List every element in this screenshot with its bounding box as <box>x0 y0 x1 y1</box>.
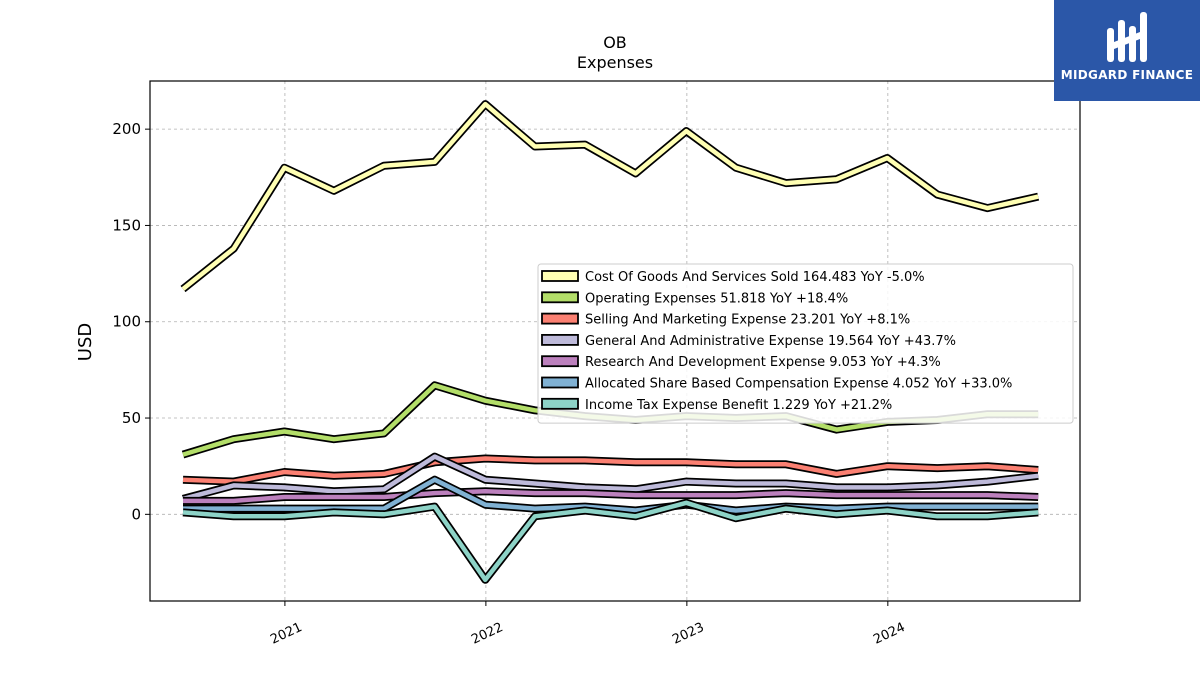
y-tick-label: 0 <box>131 505 141 523</box>
series-outline <box>180 100 1040 293</box>
series-line <box>183 477 1039 513</box>
y-tick-label: 200 <box>112 120 141 138</box>
x-tick-label: 2024 <box>871 620 907 648</box>
series-line <box>181 101 1039 291</box>
x-ticks: 2021 2022 2023 2024 <box>268 601 908 648</box>
legend-label: General And Administrative Expense 19.56… <box>585 334 956 349</box>
legend-swatch <box>541 397 579 410</box>
chart-title: OB <box>603 33 627 52</box>
legend-label: Income Tax Expense Benefit 1.229 YoY +21… <box>585 398 892 413</box>
legend-label: Research And Development Expense 9.053 Y… <box>585 355 941 370</box>
legend-swatch <box>541 270 579 282</box>
chart-subtitle: Expenses <box>577 53 653 72</box>
legend-label: Cost Of Goods And Services Sold 164.483 … <box>585 270 925 285</box>
legend-swatch <box>541 333 579 346</box>
legend-swatch <box>541 355 579 368</box>
legend-swatch <box>541 312 579 325</box>
plot-frame <box>149 80 1081 602</box>
legend-swatch <box>541 291 579 304</box>
series-general-and-administrative-expense <box>181 452 1039 503</box>
legend-label: Allocated Share Based Compensation Expen… <box>585 377 1012 392</box>
series-line <box>182 500 1039 583</box>
legend-label: Operating Expenses 51.818 YoY +18.4% <box>585 291 848 306</box>
series-selling-and-marketing-expense <box>182 454 1039 486</box>
legend-box <box>537 263 1074 424</box>
brand-logo: MIDGARD FINANCE <box>1054 0 1200 101</box>
legend-label: Selling And Marketing Expense 23.201 YoY… <box>585 313 910 328</box>
series-allocated-share-based-compensation-expense <box>183 475 1039 515</box>
y-ticks: 0 50 100 150 200 <box>112 120 150 523</box>
legend-swatch <box>541 376 579 389</box>
series-line <box>182 454 1039 502</box>
series-cost-of-goods-and-services-sold <box>180 100 1040 293</box>
y-tick-label: 50 <box>122 409 141 427</box>
series-line <box>182 456 1039 484</box>
series-line <box>183 488 1039 504</box>
x-tick-label: 2021 <box>268 620 304 648</box>
legend: Cost Of Goods And Services Sold 164.483 … <box>537 263 1074 424</box>
y-tick-label: 150 <box>112 216 141 234</box>
series-research-and-development-expense <box>183 487 1039 505</box>
y-axis-label: USD <box>75 323 96 361</box>
logo-text: MIDGARD FINANCE <box>1060 68 1194 82</box>
logo-mark-icon <box>1107 12 1147 62</box>
x-tick-label: 2023 <box>670 620 706 648</box>
y-tick-label: 100 <box>112 313 141 331</box>
series-income-tax-expense-benefit <box>182 498 1039 584</box>
x-tick-label: 2022 <box>469 620 505 648</box>
